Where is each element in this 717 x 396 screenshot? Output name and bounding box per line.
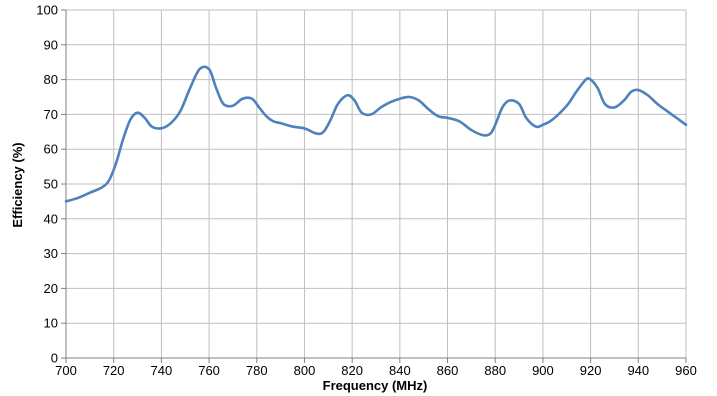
y-tick-label: 100 [36,3,58,18]
x-tick-label: 760 [198,363,220,378]
y-tick-label: 60 [44,142,58,157]
x-tick-label: 820 [341,363,363,378]
x-tick-label: 860 [437,363,459,378]
y-axis-title: Efficiency (%) [10,142,25,227]
x-tick-label: 920 [580,363,602,378]
x-tick-label: 840 [389,363,411,378]
y-tick-label: 90 [44,37,58,52]
y-tick-label: 10 [44,316,58,331]
x-tick-label: 900 [532,363,554,378]
x-tick-label: 800 [294,363,316,378]
y-tick-label: 50 [44,177,58,192]
y-tick-label: 20 [44,281,58,296]
y-tick-label: 80 [44,72,58,87]
x-tick-label: 880 [484,363,506,378]
y-tick-label: 70 [44,107,58,122]
x-tick-label: 960 [675,363,697,378]
y-tick-label: 40 [44,211,58,226]
tick-label-layer: 0 10 20 30 40 50 60 70 80 90 100 700 720 740 760 780 800… [36,3,697,379]
x-tick-label: 780 [246,363,268,378]
x-tick-label: 740 [151,363,173,378]
x-tick-label: 700 [55,363,77,378]
series-layer [64,65,688,203]
y-tick-label: 0 [51,351,58,366]
x-axis-title: Frequency (MHz) [323,378,428,393]
x-tick-label: 940 [627,363,649,378]
axis-layer [61,9,687,363]
grid-layer [66,9,687,358]
x-tick-label: 720 [103,363,125,378]
efficiency-series-line [64,65,688,203]
y-tick-label: 30 [44,246,58,261]
